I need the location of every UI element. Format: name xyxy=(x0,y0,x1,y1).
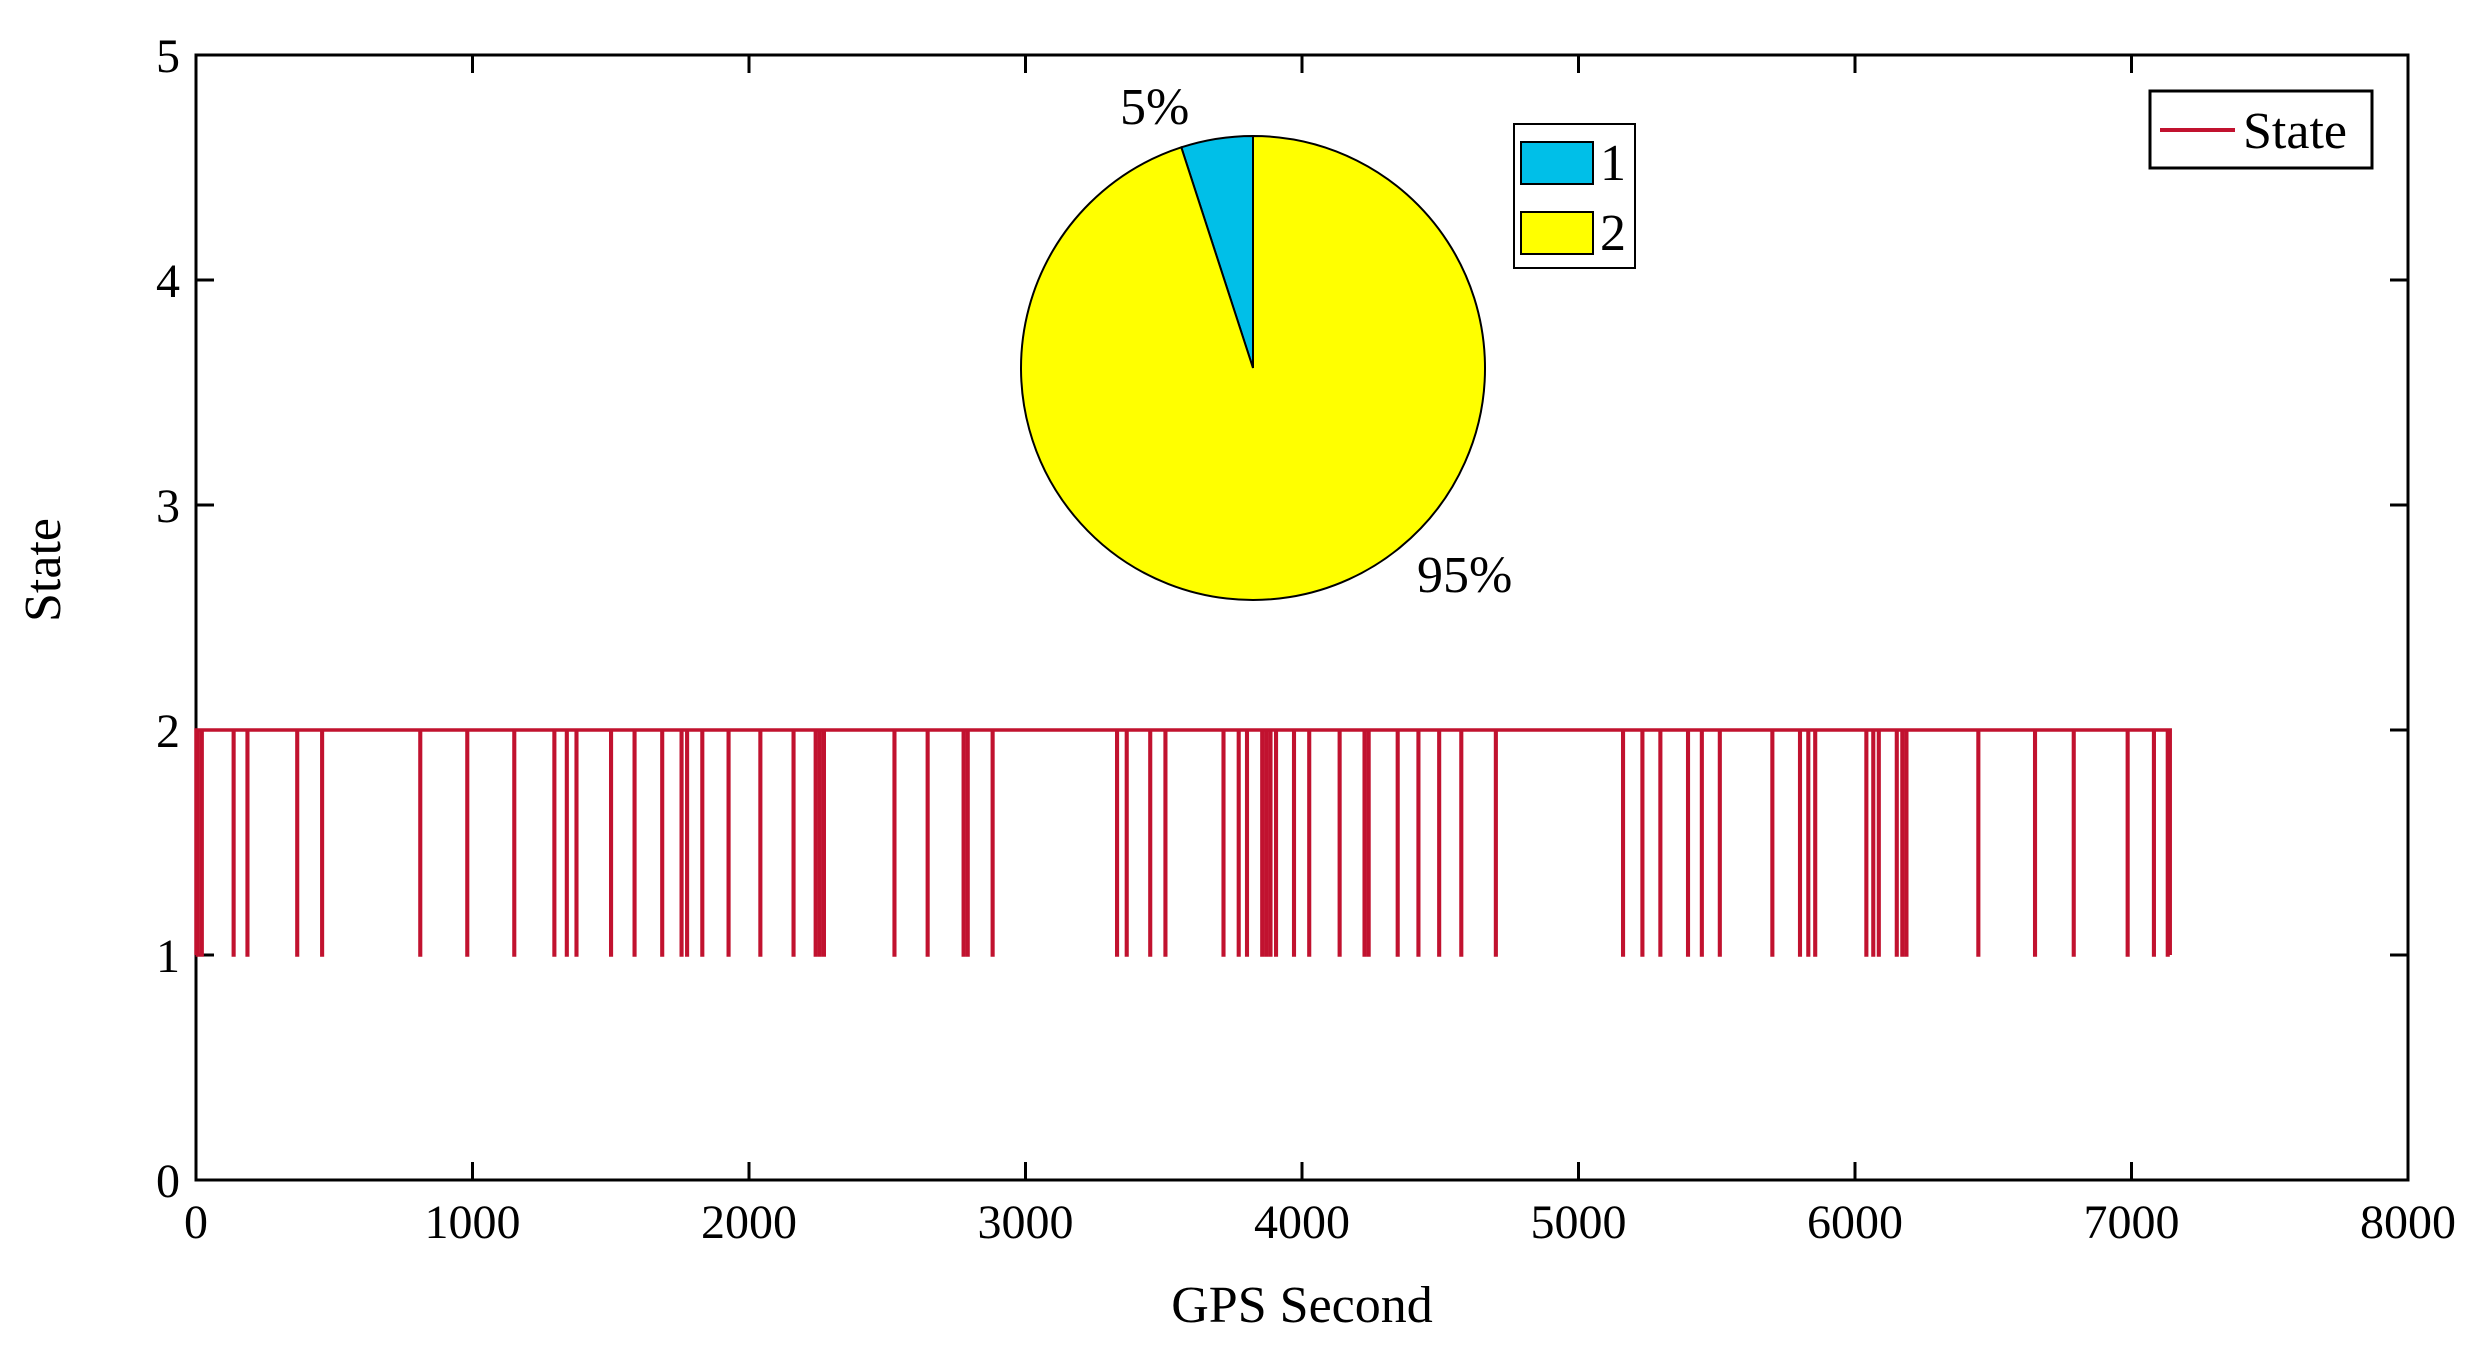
pie-pct-label-2: 95% xyxy=(1417,547,1512,604)
y-tick-label: 3 xyxy=(156,480,180,533)
legend: State xyxy=(2148,89,2374,170)
y-tick-label: 5 xyxy=(156,30,180,83)
x-tick-label: 1000 xyxy=(425,1196,521,1249)
x-tick-label: 4000 xyxy=(1254,1196,1350,1249)
pie-layer xyxy=(1020,134,1487,601)
x-tick-label: 5000 xyxy=(1531,1196,1627,1249)
pie-pct-label-1: 5% xyxy=(1120,79,1189,136)
x-axis-title: GPS Second xyxy=(1171,1277,1432,1334)
series-layer xyxy=(194,728,2172,957)
series-line-state xyxy=(194,728,2172,957)
pie-legend-label-2: 2 xyxy=(1600,205,1626,262)
legend-label-state: State xyxy=(2243,103,2347,160)
x-tick-label: 3000 xyxy=(978,1196,1074,1249)
x-tick-label: 2000 xyxy=(701,1196,797,1249)
pie-legend-label-1: 1 xyxy=(1600,135,1626,192)
y-tick-label: 1 xyxy=(156,930,180,983)
y-tick-label: 2 xyxy=(156,705,180,758)
y-axis-title: State xyxy=(15,518,72,622)
pie-legend-swatch-1 xyxy=(1520,141,1594,185)
y-tick-label: 0 xyxy=(156,1155,180,1208)
axes-layer: 0 1000 2000 3000 4000 5000 6000 7000 8000 0 1 2 3 4 5 xyxy=(156,30,2456,1249)
x-tick-label: 6000 xyxy=(1807,1196,1903,1249)
x-tick-label: 8000 xyxy=(2360,1196,2456,1249)
x-tick-label: 7000 xyxy=(2084,1196,2180,1249)
x-tick-label: 0 xyxy=(184,1196,208,1249)
pie-legend: 1 2 xyxy=(1513,123,1636,269)
pie-slice-2 xyxy=(1020,134,1487,601)
y-tick-label: 4 xyxy=(156,255,180,308)
pie-legend-swatch-2 xyxy=(1520,211,1594,255)
